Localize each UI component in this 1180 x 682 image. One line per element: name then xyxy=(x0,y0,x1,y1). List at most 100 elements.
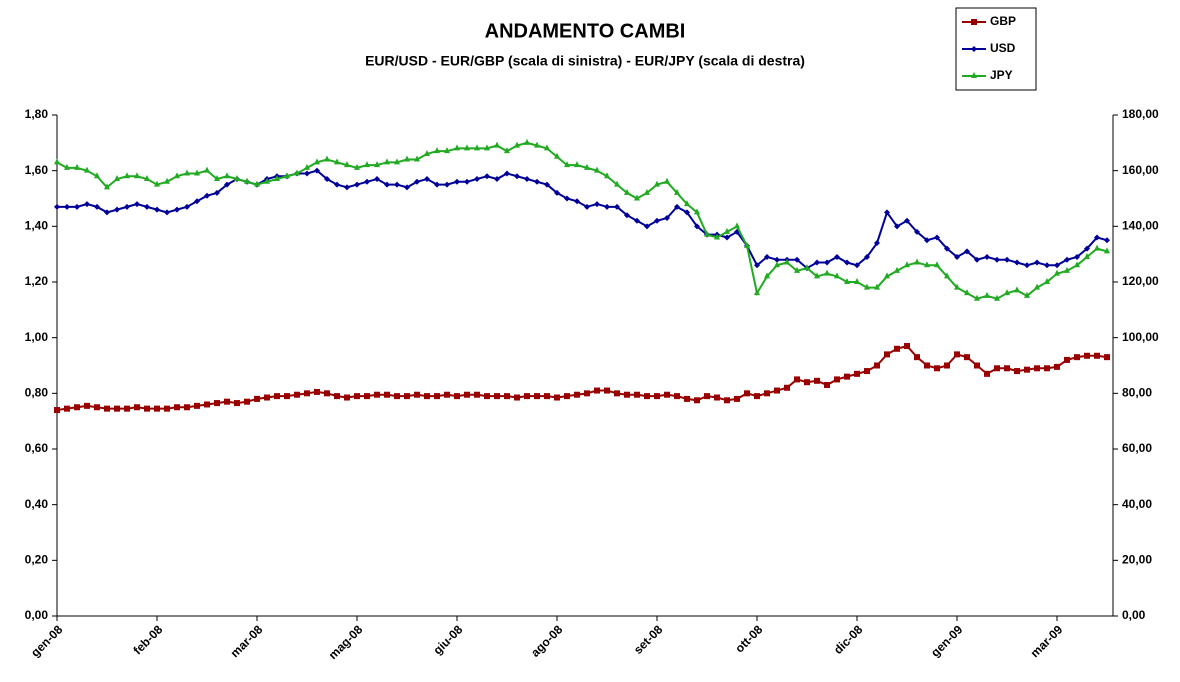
marker xyxy=(444,147,450,154)
marker xyxy=(154,405,160,412)
marker xyxy=(754,262,760,269)
marker xyxy=(414,391,420,398)
marker xyxy=(334,181,340,188)
marker xyxy=(974,362,980,369)
marker xyxy=(664,177,670,184)
marker xyxy=(584,203,590,210)
marker xyxy=(844,373,850,380)
marker xyxy=(154,206,160,213)
marker xyxy=(64,203,70,210)
marker xyxy=(894,266,900,273)
marker xyxy=(1034,365,1040,372)
marker xyxy=(554,189,560,196)
marker xyxy=(1054,363,1060,370)
marker xyxy=(104,405,110,412)
marker xyxy=(724,227,730,234)
marker xyxy=(1104,237,1110,244)
marker xyxy=(494,176,500,183)
marker xyxy=(244,398,250,405)
marker xyxy=(634,194,640,201)
marker xyxy=(814,272,820,279)
marker xyxy=(454,393,460,400)
marker xyxy=(734,395,740,402)
marker xyxy=(524,176,530,183)
marker xyxy=(144,203,150,210)
marker xyxy=(1104,354,1110,361)
marker xyxy=(834,376,840,383)
y-tick-label: 0,00 xyxy=(25,608,49,622)
marker xyxy=(394,158,400,165)
series-line xyxy=(56,141,1108,300)
x-tick-label: set-08 xyxy=(631,622,666,657)
marker xyxy=(634,217,640,224)
marker xyxy=(274,175,280,182)
marker xyxy=(864,283,870,290)
marker xyxy=(494,393,500,400)
marker xyxy=(304,163,310,170)
marker xyxy=(574,391,580,398)
legend-label: USD xyxy=(990,41,1016,55)
marker xyxy=(234,175,240,182)
marker xyxy=(264,177,270,184)
marker xyxy=(194,198,200,205)
marker xyxy=(1014,259,1020,266)
marker xyxy=(814,259,820,266)
marker xyxy=(394,393,400,400)
marker xyxy=(384,181,390,188)
marker xyxy=(94,404,100,411)
marker xyxy=(54,158,60,165)
marker xyxy=(744,390,750,397)
marker xyxy=(1044,278,1050,284)
marker xyxy=(64,405,70,412)
y2-tick-label: 160,00 xyxy=(1122,163,1159,177)
marker xyxy=(614,180,620,187)
marker xyxy=(1014,286,1020,293)
marker xyxy=(764,390,770,397)
marker xyxy=(964,354,970,361)
marker xyxy=(1024,366,1030,373)
marker xyxy=(234,400,240,407)
marker xyxy=(834,272,840,279)
marker xyxy=(924,362,930,369)
marker xyxy=(1084,352,1090,359)
y-tick-label: 0,20 xyxy=(25,553,49,567)
marker xyxy=(324,390,330,397)
marker xyxy=(474,176,480,183)
y2-tick-label: 20,00 xyxy=(1122,553,1152,567)
marker xyxy=(124,172,130,179)
marker xyxy=(884,272,890,279)
marker xyxy=(314,158,320,165)
y-tick-label: 1,60 xyxy=(25,163,49,177)
marker xyxy=(971,46,977,52)
x-tick-label: ott-08 xyxy=(732,622,765,655)
y2-tick-label: 0,00 xyxy=(1122,608,1146,622)
marker xyxy=(164,209,170,216)
marker xyxy=(524,393,530,400)
marker xyxy=(304,390,310,397)
marker xyxy=(84,201,90,208)
marker xyxy=(534,141,540,148)
marker xyxy=(254,180,260,187)
marker xyxy=(424,176,430,183)
marker xyxy=(194,402,200,409)
marker xyxy=(104,183,110,190)
marker xyxy=(484,173,490,180)
marker xyxy=(934,234,940,241)
marker xyxy=(424,393,430,400)
marker xyxy=(454,178,460,185)
marker xyxy=(694,397,700,404)
marker xyxy=(594,201,600,208)
marker xyxy=(844,259,850,266)
marker xyxy=(964,248,970,255)
marker xyxy=(694,223,700,230)
marker xyxy=(134,404,140,411)
marker xyxy=(214,400,220,407)
marker xyxy=(724,397,730,404)
marker xyxy=(124,203,130,210)
marker xyxy=(924,237,930,244)
marker xyxy=(594,166,600,173)
y2-tick-label: 80,00 xyxy=(1122,386,1152,400)
marker xyxy=(564,195,570,202)
marker xyxy=(104,209,110,216)
chart-subtitle: EUR/USD - EUR/GBP (scala di sinistra) - … xyxy=(365,53,805,69)
